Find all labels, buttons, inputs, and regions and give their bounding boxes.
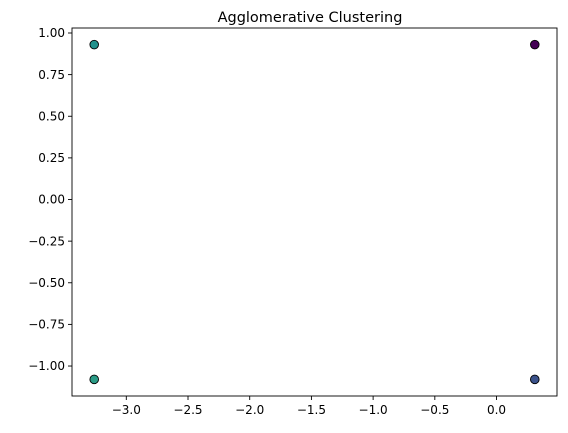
y-tick-label: −1.00 [28,359,65,373]
axes-frame [71,27,558,397]
plot-area: −3.0 −2.5 −2.0 −1.5 −1.0 −0.5 0.0 1.00 0.75 0.50 0… [28,26,558,417]
y-tick-label: 0.50 [38,109,65,123]
y-tick-label: 1.00 [38,26,65,40]
y-tick-label: −0.25 [28,234,65,248]
x-tick-label: −2.0 [235,403,264,417]
scatter-point [530,374,540,385]
y-tick-label: −0.50 [28,276,65,290]
x-tick-label: −0.5 [420,403,449,417]
y-tick-label: −0.75 [28,318,65,332]
chart-title: Agglomerative Clustering [218,10,403,26]
scatter-point [530,39,540,50]
x-tick-label: −1.0 [359,403,388,417]
y-tick-label: 0.75 [38,68,65,82]
y-tick-label: 0.25 [38,151,65,165]
scatter-point [89,374,99,385]
x-tick-label: −2.5 [173,403,202,417]
x-tick-label: −3.0 [112,403,141,417]
x-tick-label: 0.0 [487,403,506,417]
x-tick-label: −1.5 [297,403,326,417]
y-tick-label: 0.00 [38,193,65,207]
scatter-point [89,39,99,50]
